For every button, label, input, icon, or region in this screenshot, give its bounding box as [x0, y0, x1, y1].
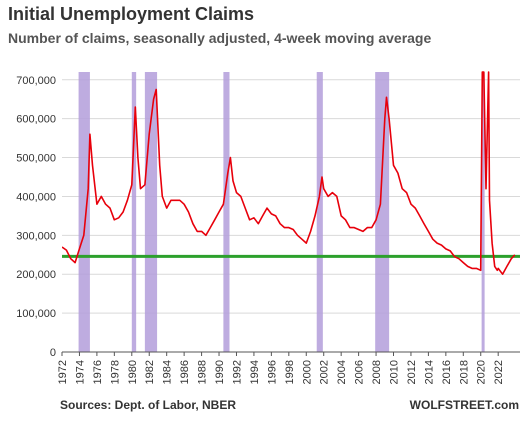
x-tick-label: 1990 [214, 360, 226, 384]
x-tick-label: 2010 [389, 360, 401, 384]
x-tick-label: 1992 [231, 360, 243, 384]
chart-title: Initial Unemployment Claims [8, 4, 255, 24]
y-tick-label: 200,000 [16, 269, 56, 281]
x-tick-label: 1980 [127, 360, 139, 384]
x-tick-label: 2012 [406, 360, 418, 384]
source-note: Sources: Dept. of Labor, NBER [60, 398, 237, 412]
x-tick-label: 1974 [74, 360, 86, 384]
y-tick-label: 300,000 [16, 230, 56, 242]
series-line [62, 71, 516, 276]
x-tick-label: 1994 [249, 360, 261, 384]
x-tick-label: 2018 [458, 360, 470, 384]
x-tick-label: 1982 [144, 360, 156, 384]
x-tick-label: 2008 [371, 360, 383, 384]
x-tick-label: 1988 [197, 360, 209, 384]
x-tick-label: 2022 [493, 360, 505, 384]
y-tick-label: 700,000 [16, 75, 56, 87]
x-tick-label: 2000 [301, 360, 313, 384]
x-tick-label: 1984 [162, 360, 174, 384]
x-tick-label: 2014 [423, 360, 435, 384]
y-tick-label: 500,000 [16, 153, 56, 165]
x-tick-label: 2006 [354, 360, 366, 384]
recession-band [131, 72, 137, 352]
y-tick-label: 0 [50, 347, 56, 359]
y-tick-label: 600,000 [16, 114, 56, 126]
recession-band [78, 72, 90, 352]
x-tick-label: 1972 [57, 360, 69, 384]
y-tick-label: 400,000 [16, 191, 56, 203]
x-tick-label: 1998 [284, 360, 296, 384]
recession-band [481, 72, 485, 352]
x-tick-label: 1976 [92, 360, 104, 384]
y-tick-label: 100,000 [16, 308, 56, 320]
recession-band [316, 72, 323, 352]
x-tick-label: 1996 [266, 360, 278, 384]
x-tick-label: 1978 [109, 360, 121, 384]
recession-band [375, 72, 390, 352]
brand-label: WOLFSTREET.com [409, 398, 519, 412]
x-tick-label: 1986 [179, 360, 191, 384]
x-tick-label: 2004 [336, 360, 348, 384]
x-tick-label: 2020 [476, 360, 488, 384]
chart-subtitle: Number of claims, seasonally adjusted, 4… [8, 30, 432, 46]
x-tick-label: 2002 [319, 360, 331, 384]
x-tick-label: 2016 [441, 360, 453, 384]
recession-band [223, 72, 230, 352]
